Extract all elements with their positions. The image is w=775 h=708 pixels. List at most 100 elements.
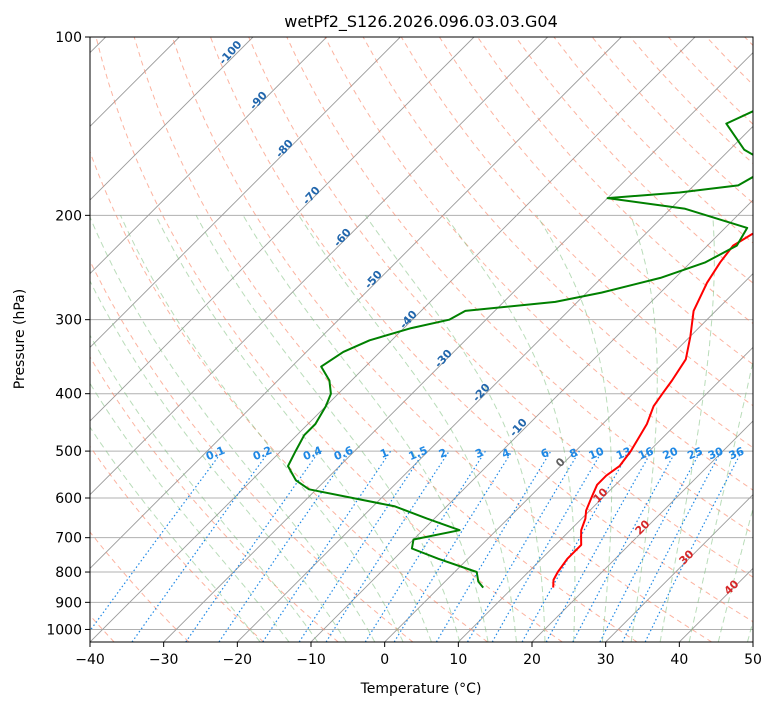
dry-adiabat-line — [706, 37, 753, 86]
x-axis-label: Temperature (°C) — [360, 681, 482, 697]
mixing-ratio-line — [218, 450, 351, 642]
dry-adiabat-line — [90, 259, 414, 642]
moist-adiabat-label: 40 — [722, 577, 742, 597]
mixing-ratio-label: 0.4 — [301, 444, 324, 463]
y-tick-label: 800 — [55, 565, 82, 581]
moist-adiabat-line — [444, 215, 576, 642]
mixing-ratio-line — [572, 450, 677, 642]
x-axis: −40 −30 −20 −10 0 10 20 30 40 50 — [75, 642, 762, 668]
moist-adiabat-line — [630, 215, 658, 642]
dry-adiabat-label: -100 — [216, 38, 244, 67]
moist-adiabat-label: 10 — [591, 485, 611, 505]
isotherm-line — [90, 37, 622, 569]
y-tick-label: 900 — [55, 595, 82, 611]
mixing-ratio-label: 1.5 — [407, 444, 430, 463]
dewpoint-profile-line — [287, 110, 753, 589]
moist-adiabat-line — [747, 619, 753, 642]
mixing-ratio-label: 30 — [706, 444, 725, 462]
moist-adiabat-line — [90, 215, 376, 642]
y-tick-label: 600 — [55, 491, 82, 507]
dry-adiabat-line — [90, 150, 488, 642]
moist-adiabat-line — [659, 215, 715, 642]
x-tick-label: 40 — [670, 652, 688, 668]
dry-adiabat-label: -90 — [247, 89, 270, 113]
isotherm-line — [90, 37, 254, 201]
x-tick-label: 0 — [380, 652, 389, 668]
isotherm-line — [458, 346, 753, 642]
mixing-ratio-label: 16 — [636, 444, 655, 462]
isotherm-line — [310, 199, 753, 642]
isotherm-line — [384, 273, 753, 642]
moist-adiabat-line — [536, 215, 613, 642]
mixing-ratio-line — [599, 450, 702, 642]
x-tick-label: −30 — [149, 652, 179, 668]
x-tick-label: 50 — [744, 652, 762, 668]
mixing-ratio-line — [325, 450, 450, 642]
dry-adiabat-line — [90, 531, 190, 642]
y-tick-label: 200 — [55, 208, 82, 224]
dry-adiabat-line — [90, 356, 339, 642]
mixing-ratio-line — [435, 450, 552, 642]
x-tick-label: 20 — [523, 652, 541, 668]
chart-title: wetPf2_S126.2026.096.03.03.G04 — [284, 12, 558, 32]
mixing-ratio-label: 25 — [686, 445, 705, 463]
isotherm-line — [90, 37, 696, 642]
mixing-ratio-label: 6 — [539, 446, 551, 461]
moist-adiabat-line — [90, 426, 261, 642]
moist-adiabat-line — [364, 215, 546, 642]
x-tick-label: 10 — [449, 652, 467, 668]
moist-adiabat-label: 30 — [677, 547, 697, 567]
mixing-ratio-label: 13 — [614, 445, 633, 463]
temperature-profile-line — [552, 232, 753, 588]
moist-adiabat-line — [90, 279, 347, 642]
y-tick-label: 700 — [55, 531, 82, 547]
x-tick-label: −40 — [75, 652, 105, 668]
dry-adiabat-label: -80 — [273, 137, 296, 161]
mixing-ratio-label: 8 — [568, 446, 580, 461]
mixing-ratio-line — [131, 450, 270, 642]
isotherm-line — [531, 420, 753, 642]
x-tick-label: −10 — [296, 652, 326, 668]
dry-adiabat-line — [90, 445, 264, 642]
dry-adiabat-line — [133, 37, 638, 642]
y-tick-label: 100 — [55, 30, 82, 46]
mixing-ratio-line — [298, 450, 425, 642]
mixing-ratio-line — [545, 450, 653, 642]
dry-adiabat-label: -10 — [507, 416, 530, 440]
x-tick-label: 30 — [597, 652, 615, 668]
dry-adiabat-line — [515, 37, 753, 284]
plot-frame — [89, 36, 754, 643]
moist-adiabat-line — [195, 215, 461, 642]
dry-adiabat-line — [477, 37, 753, 325]
moist-adiabat-line — [298, 215, 517, 642]
moist-adiabat-label: 20 — [633, 517, 653, 537]
dry-adiabat-label: -50 — [362, 268, 385, 292]
dry-adiabat-line — [286, 37, 753, 534]
mixing-ratio-label: 20 — [661, 444, 680, 462]
dry-adiabat-line — [248, 37, 753, 578]
y-tick-label: 500 — [55, 444, 82, 460]
y-axis: 100 200 300 400 500 600 700 800 900 1000 — [46, 30, 90, 638]
y-tick-label: 400 — [55, 387, 82, 403]
mixing-ratio-label: 4 — [500, 446, 512, 461]
x-tick-label: −20 — [223, 652, 253, 668]
isotherm-line — [90, 37, 327, 275]
dry-adiabat-label: -60 — [331, 226, 354, 250]
mixing-ratio-label: 0.6 — [332, 444, 355, 463]
moist-adiabat-line — [90, 382, 290, 642]
moist-adiabat-line — [90, 334, 319, 642]
mixing-ratio-label: 0.1 — [204, 444, 227, 463]
isotherm-line — [90, 37, 548, 496]
mixing-ratio-line — [521, 450, 631, 642]
mixing-ratio-label: 10 — [587, 444, 606, 462]
mixing-ratio-line — [262, 450, 392, 642]
y-tick-label: 300 — [55, 313, 82, 329]
moist-adiabat-line — [155, 215, 432, 642]
dry-adiabat-label: -70 — [300, 184, 323, 208]
y-axis-label: Pressure (hPa) — [12, 289, 28, 389]
mixing-ratio-line — [393, 450, 513, 642]
isotherm-line — [605, 494, 753, 642]
isotherm-line — [752, 641, 753, 642]
y-tick-label: 1000 — [46, 622, 82, 638]
